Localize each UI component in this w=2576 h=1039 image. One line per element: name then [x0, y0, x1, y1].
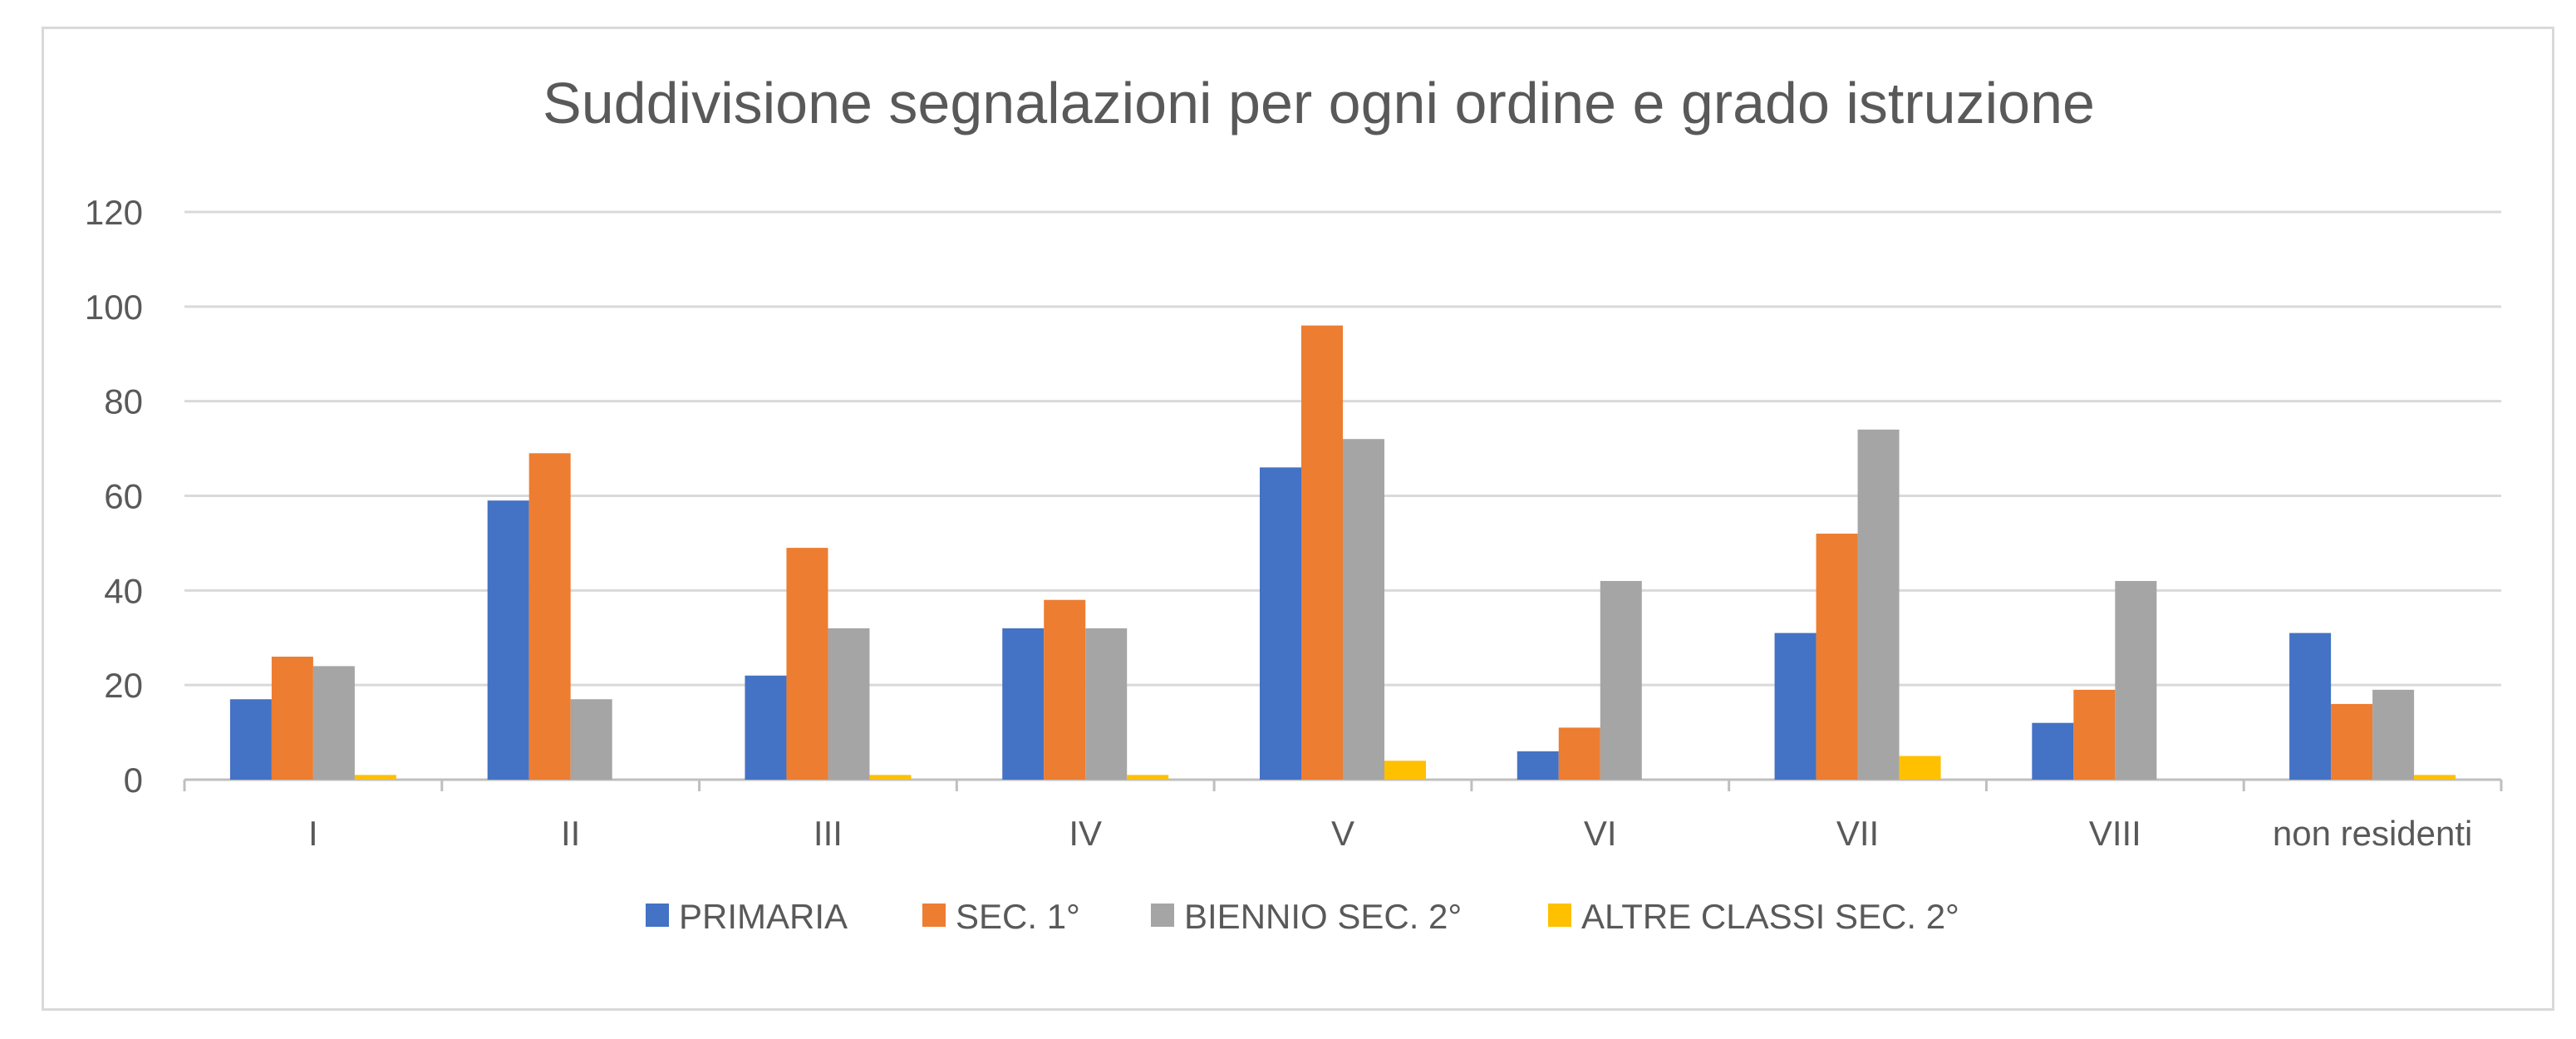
- legend-label: ALTRE CLASSI SEC. 2°: [1581, 897, 1959, 936]
- bar: [1002, 628, 1045, 780]
- x-axis: [183, 778, 2503, 791]
- bar: [1600, 580, 1642, 780]
- x-tick-label: non residenti: [2273, 814, 2473, 853]
- bar: [828, 628, 870, 780]
- bars: [229, 325, 2456, 780]
- bar: [1384, 761, 1426, 780]
- x-tick-label: I: [308, 814, 318, 853]
- bar: [2115, 580, 2157, 780]
- bar: [1260, 467, 1301, 780]
- legend-label: PRIMARIA: [679, 897, 848, 936]
- bar: [786, 548, 828, 780]
- y-tick-label: 0: [124, 761, 143, 800]
- x-axis-tick-labels: I II III IV V VI VII VIII non residenti: [308, 814, 2472, 853]
- bar: [2372, 689, 2415, 780]
- y-tick-label: 80: [104, 382, 143, 421]
- bar: [487, 500, 529, 780]
- bar: [528, 453, 571, 780]
- x-tick-label: VIII: [2089, 814, 2141, 853]
- bar: [1127, 775, 1169, 780]
- x-tick-label: II: [561, 814, 580, 853]
- y-tick-label: 60: [104, 477, 143, 516]
- x-tick-label: III: [814, 814, 843, 853]
- legend: PRIMARIA SEC. 1° BIENNIO SEC. 2° ALTRE CLAS…: [646, 897, 1959, 936]
- bar: [570, 699, 612, 780]
- bar: [2289, 633, 2332, 780]
- bar: [1343, 439, 1384, 780]
- bar: [1044, 599, 1086, 780]
- legend-label: BIENNIO SEC. 2°: [1184, 897, 1462, 936]
- x-tick-label: IV: [1069, 814, 1102, 853]
- bar: [2073, 689, 2116, 780]
- bar: [1301, 325, 1343, 780]
- bar: [1085, 628, 1128, 780]
- y-tick-label: 100: [85, 288, 143, 327]
- bar: [1517, 751, 1559, 780]
- bar: [1774, 633, 1816, 780]
- bar: [1857, 429, 1900, 780]
- legend-label: SEC. 1°: [956, 897, 1080, 936]
- bar: [2331, 703, 2373, 780]
- x-tick-label: VI: [1584, 814, 1617, 853]
- legend-swatch: [922, 904, 946, 927]
- bar: [312, 666, 355, 780]
- y-tick-label: 120: [85, 193, 143, 232]
- x-tick-label: VII: [1836, 814, 1879, 853]
- bar: [745, 675, 787, 780]
- bar: [271, 657, 313, 780]
- bar: [1558, 727, 1600, 780]
- bar: [229, 699, 272, 780]
- bar: [354, 775, 396, 780]
- bar: [2414, 775, 2456, 780]
- legend-swatch: [646, 904, 669, 927]
- bar: [1816, 534, 1858, 780]
- chart-title: Suddivisione segnalazioni per ogni ordin…: [543, 71, 2095, 135]
- x-tick-label: V: [1331, 814, 1354, 853]
- legend-swatch: [1548, 904, 1571, 927]
- bar: [2032, 722, 2074, 780]
- bar: [869, 775, 912, 780]
- y-tick-label: 20: [104, 666, 143, 705]
- legend-swatch: [1151, 904, 1174, 927]
- y-tick-label: 40: [104, 571, 143, 610]
- y-axis-tick-labels: 0 20 40 60 80 100 120: [85, 193, 143, 800]
- bar: [1899, 756, 1941, 780]
